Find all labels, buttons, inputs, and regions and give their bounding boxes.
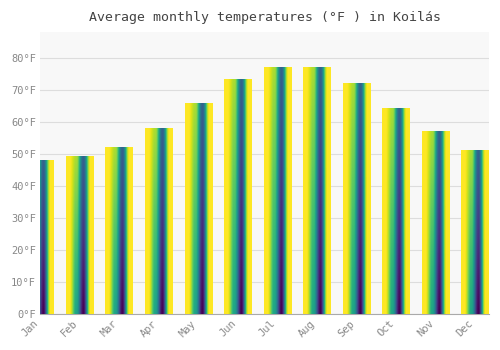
Bar xyxy=(342,84,370,314)
Title: Average monthly temperatures (°F ) in Koilás: Average monthly temperatures (°F ) in Ko… xyxy=(88,11,440,24)
Bar xyxy=(106,148,133,314)
Bar xyxy=(264,68,291,314)
Bar xyxy=(382,109,410,314)
Bar xyxy=(422,132,450,314)
Bar xyxy=(303,68,331,314)
Bar xyxy=(224,80,252,314)
Bar xyxy=(184,104,212,314)
Bar xyxy=(26,161,54,314)
Bar xyxy=(66,157,94,314)
Bar xyxy=(145,128,172,314)
Bar xyxy=(461,151,489,314)
